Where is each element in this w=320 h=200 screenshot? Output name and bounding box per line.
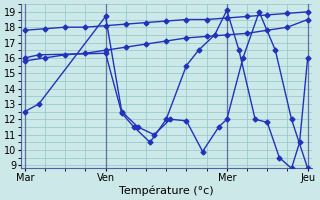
- X-axis label: Température (°c): Température (°c): [119, 185, 213, 196]
